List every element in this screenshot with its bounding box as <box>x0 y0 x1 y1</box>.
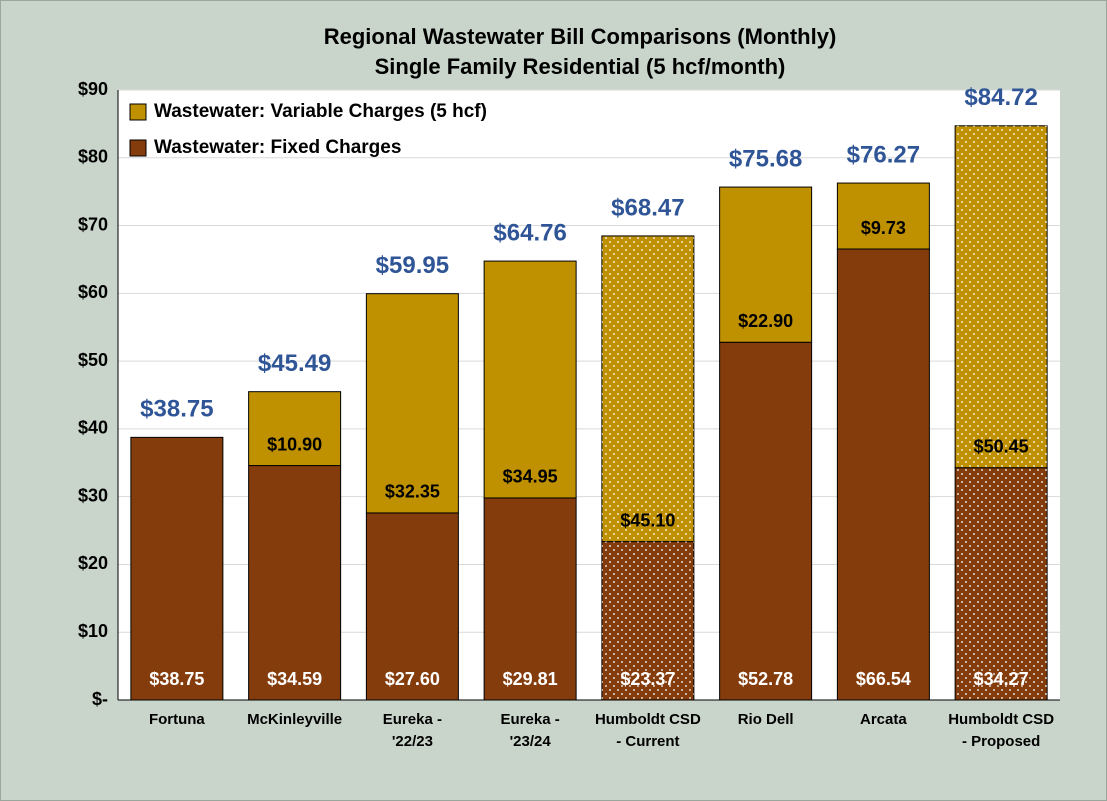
total-label: $75.68 <box>729 145 802 172</box>
total-label: $68.47 <box>611 194 684 221</box>
bar-segment <box>130 436 224 701</box>
x-tick-label: - Proposed <box>962 733 1040 750</box>
legend-swatch <box>129 139 147 157</box>
y-tick-label: $30 <box>78 485 108 505</box>
x-tick-label: Eureka - <box>383 711 442 728</box>
bar-segment <box>248 391 342 467</box>
total-label: $76.27 <box>847 141 920 168</box>
bar-segment <box>836 182 930 250</box>
total-label: $64.76 <box>493 219 566 246</box>
bar-segment <box>483 497 577 701</box>
value-label: $10.90 <box>267 434 322 454</box>
bar-pattern <box>601 235 694 542</box>
bar-pattern <box>955 125 1048 468</box>
bar-segment <box>836 248 930 701</box>
value-label: $52.78 <box>738 669 793 689</box>
chart-title: Regional Wastewater Bill Comparisons (Mo… <box>324 24 837 49</box>
value-label: $22.90 <box>738 311 793 331</box>
value-label: $29.81 <box>503 669 558 689</box>
x-tick-label: Arcata <box>860 711 907 728</box>
legend-swatch <box>129 103 147 121</box>
bar-segment <box>365 293 459 514</box>
x-tick-label: Fortuna <box>149 711 205 728</box>
y-tick-label: $- <box>92 689 108 709</box>
value-label: $38.75 <box>149 669 204 689</box>
x-tick-label: '23/24 <box>510 733 552 750</box>
chart-subtitle: Single Family Residential (5 hcf/month) <box>375 54 786 79</box>
value-label: $23.37 <box>620 669 675 689</box>
value-label: $34.59 <box>267 669 322 689</box>
value-label: $45.10 <box>620 510 675 530</box>
x-tick-label: Humboldt CSD <box>948 711 1054 728</box>
x-tick-label: McKinleyville <box>247 711 342 728</box>
total-label: $45.49 <box>258 350 331 377</box>
y-tick-label: $60 <box>78 282 108 302</box>
y-tick-label: $50 <box>78 350 108 370</box>
value-label: $50.45 <box>974 436 1029 456</box>
bar-segment <box>248 465 342 701</box>
x-tick-label: - Current <box>616 733 679 750</box>
y-tick-label: $70 <box>78 214 108 234</box>
legend-label: Wastewater: Variable Charges (5 hcf) <box>154 101 487 122</box>
x-tick-label: Eureka - <box>501 711 560 728</box>
y-tick-label: $40 <box>78 418 108 438</box>
bar-pattern <box>955 467 1048 700</box>
bar-pattern <box>601 541 694 700</box>
value-label: $34.95 <box>503 467 558 487</box>
x-tick-label: '22/23 <box>392 733 433 750</box>
bar-segment <box>719 186 813 343</box>
total-label: $38.75 <box>140 396 213 423</box>
value-label: $32.35 <box>385 482 440 502</box>
bar-segment <box>365 512 459 701</box>
total-label: $84.72 <box>964 84 1037 111</box>
value-label: $9.73 <box>861 218 906 238</box>
total-label: $59.95 <box>376 252 449 279</box>
y-tick-label: $20 <box>78 553 108 573</box>
x-tick-label: Rio Dell <box>738 711 794 728</box>
value-label: $66.54 <box>856 669 911 689</box>
bar-segment <box>483 260 577 499</box>
bar-segment <box>719 341 813 701</box>
value-label: $27.60 <box>385 669 440 689</box>
x-tick-label: Humboldt CSD <box>595 711 701 728</box>
y-tick-label: $90 <box>78 79 108 99</box>
y-tick-label: $10 <box>78 621 108 641</box>
value-label: $34.27 <box>974 669 1029 689</box>
y-tick-label: $80 <box>78 147 108 167</box>
legend-label: Wastewater: Fixed Charges <box>154 137 401 158</box>
